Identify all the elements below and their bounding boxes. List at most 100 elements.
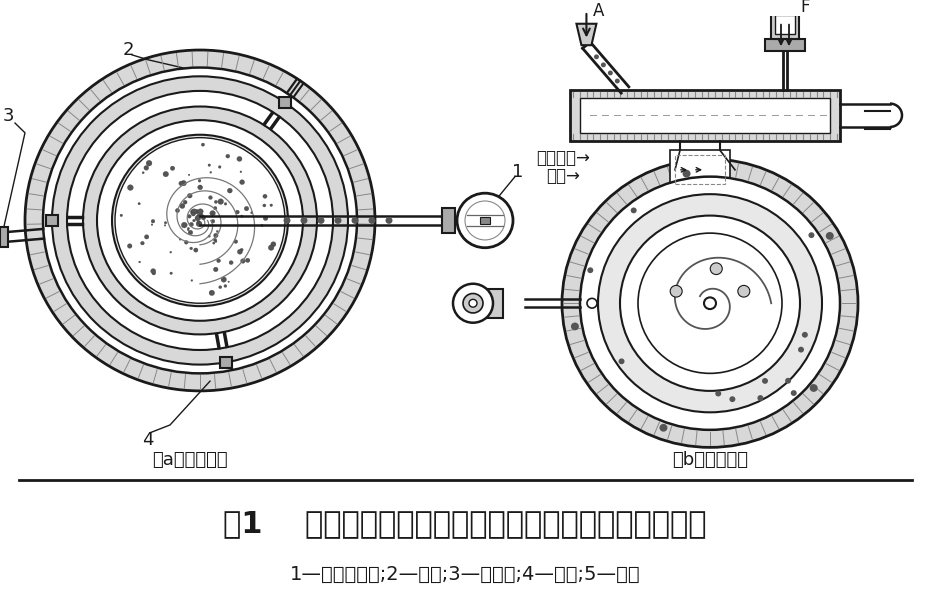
Circle shape [187, 194, 192, 198]
Circle shape [151, 219, 155, 223]
Circle shape [144, 166, 149, 170]
Bar [570, 90, 840, 141]
Circle shape [638, 233, 782, 373]
Circle shape [620, 216, 800, 391]
Circle shape [301, 217, 307, 224]
Circle shape [268, 245, 274, 251]
Circle shape [826, 232, 834, 240]
Text: 1—文丘里噴嘴;2—噴嘴;3—粉碎室;4—外壳;5—内衬: 1—文丘里噴嘴;2—噴嘴;3—粉碎室;4—外壳;5—内衬 [290, 565, 641, 584]
Bar [442, 208, 455, 233]
Bar [279, 97, 290, 108]
Circle shape [758, 395, 763, 401]
Circle shape [169, 251, 171, 253]
Circle shape [236, 210, 239, 214]
Circle shape [240, 248, 243, 251]
Circle shape [261, 224, 263, 227]
Circle shape [218, 166, 221, 168]
Text: 图1    水平圆盘式（扁平式）气流磨工作原理与结构示意: 图1 水平圆盘式（扁平式）气流磨工作原理与结构示意 [223, 509, 707, 538]
Text: A: A [593, 2, 604, 20]
Circle shape [250, 211, 253, 214]
Circle shape [236, 156, 242, 161]
Circle shape [237, 249, 242, 254]
Circle shape [209, 196, 212, 199]
Circle shape [139, 261, 141, 263]
Circle shape [457, 193, 513, 247]
Circle shape [197, 221, 200, 224]
Circle shape [334, 217, 342, 224]
Circle shape [704, 298, 716, 309]
Circle shape [169, 272, 172, 274]
Circle shape [790, 390, 797, 396]
Circle shape [199, 211, 202, 214]
Circle shape [182, 222, 187, 228]
Circle shape [369, 217, 375, 224]
Circle shape [214, 200, 218, 203]
Circle shape [244, 207, 249, 211]
Circle shape [152, 271, 155, 275]
Text: （b）结构示意: （b）结构示意 [672, 451, 748, 469]
Circle shape [246, 258, 250, 263]
Text: 2: 2 [122, 41, 134, 59]
Circle shape [227, 188, 233, 193]
Circle shape [197, 185, 203, 190]
Circle shape [144, 235, 149, 239]
Circle shape [115, 137, 285, 303]
Text: F: F [801, 0, 810, 16]
Circle shape [195, 216, 201, 221]
Circle shape [179, 181, 183, 186]
Circle shape [197, 209, 203, 214]
Circle shape [240, 258, 245, 263]
Bar [580, 98, 830, 133]
Circle shape [263, 194, 267, 199]
Bar [670, 150, 730, 189]
Text: 4: 4 [142, 431, 154, 448]
Circle shape [224, 285, 227, 287]
Circle shape [190, 247, 193, 250]
Circle shape [469, 299, 477, 307]
Circle shape [219, 286, 222, 288]
Circle shape [263, 204, 266, 207]
Circle shape [785, 378, 791, 384]
Circle shape [188, 230, 193, 235]
Circle shape [271, 242, 276, 247]
Circle shape [25, 50, 375, 391]
Circle shape [240, 215, 243, 218]
Polygon shape [576, 24, 597, 45]
Circle shape [562, 159, 858, 447]
Circle shape [580, 177, 840, 430]
Bar [675, 155, 725, 185]
Circle shape [587, 267, 593, 273]
Circle shape [184, 241, 188, 244]
Circle shape [180, 203, 185, 208]
Circle shape [208, 164, 210, 166]
Circle shape [729, 397, 735, 402]
Circle shape [270, 204, 273, 207]
Circle shape [187, 214, 191, 218]
Circle shape [240, 171, 242, 173]
Circle shape [181, 180, 186, 186]
Circle shape [164, 225, 166, 226]
Circle shape [229, 261, 233, 265]
Circle shape [659, 424, 668, 431]
Circle shape [208, 235, 210, 237]
Circle shape [239, 180, 245, 185]
Circle shape [630, 208, 637, 213]
Circle shape [228, 281, 229, 282]
Text: 压缩空气→: 压缩空气→ [536, 149, 590, 167]
Circle shape [571, 323, 579, 331]
Circle shape [209, 290, 215, 296]
Bar [775, 15, 795, 34]
Text: 5: 5 [315, 285, 326, 302]
Circle shape [170, 166, 175, 170]
Circle shape [151, 269, 155, 274]
Circle shape [187, 227, 190, 230]
Circle shape [213, 238, 217, 241]
Bar [46, 214, 58, 226]
Circle shape [142, 172, 144, 174]
Circle shape [191, 280, 193, 281]
Circle shape [194, 248, 198, 252]
Circle shape [216, 230, 219, 232]
Circle shape [453, 284, 493, 323]
Text: 1: 1 [512, 163, 523, 181]
Circle shape [151, 224, 153, 225]
